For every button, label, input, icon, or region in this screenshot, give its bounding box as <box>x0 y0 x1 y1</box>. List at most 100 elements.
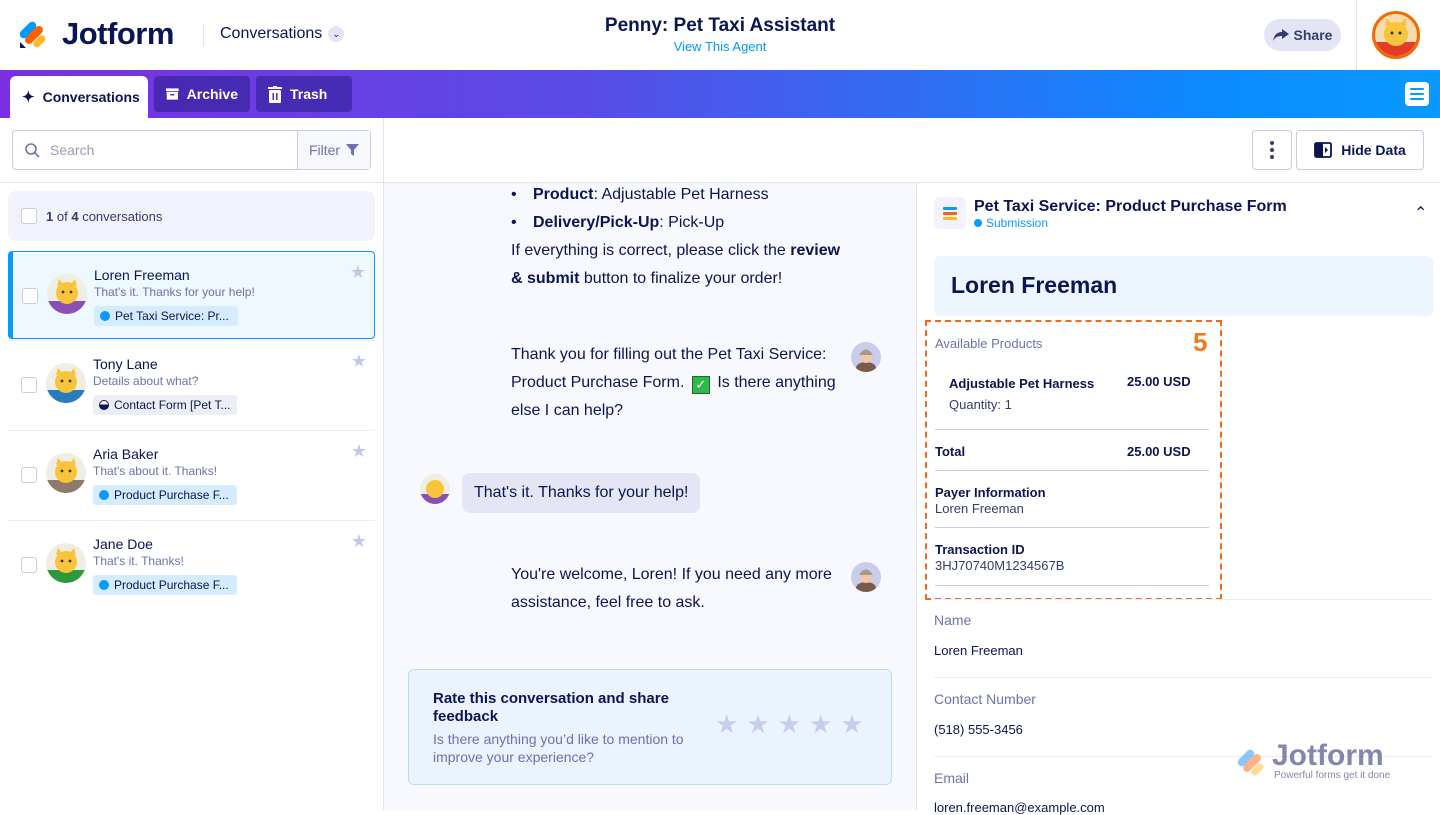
field-value: (518) 555-3456 <box>934 722 1023 737</box>
jotform-logo[interactable]: Jotform <box>18 16 174 52</box>
bot-message-welcome: You're welcome, Loren! If you need any m… <box>511 566 832 611</box>
conversation-checkbox[interactable] <box>21 377 37 393</box>
panel-toggle-icon <box>1314 142 1333 158</box>
rating-star-icon[interactable]: ★ <box>840 709 864 739</box>
divider <box>935 527 1209 528</box>
rating-star-icon[interactable]: ★ <box>777 709 801 739</box>
rating-star-icon[interactable]: ★ <box>715 709 739 739</box>
field-value: loren.freeman@example.com <box>934 800 1105 815</box>
archive-icon <box>166 88 179 100</box>
conversation-checkbox[interactable] <box>21 467 37 483</box>
summary-item: Delivery/Pick-Up: Pick-Up <box>511 209 769 237</box>
total-label: Total <box>935 444 966 459</box>
cat-avatar-icon <box>47 274 87 314</box>
form-tag[interactable]: Product Purchase F... <box>93 485 237 505</box>
user-avatar-small <box>420 474 450 504</box>
cat-avatar-icon <box>46 453 86 493</box>
tab-trash[interactable]: Trash <box>256 76 352 112</box>
status-dot-icon <box>99 400 109 410</box>
hide-data-button[interactable]: Hide Data <box>1296 130 1424 170</box>
watermark-tagline: Powerful forms get it done <box>1274 770 1391 781</box>
search-placeholder: Search <box>50 142 95 158</box>
user-avatar[interactable] <box>1372 11 1420 59</box>
tab-archive[interactable]: Archive <box>154 76 250 112</box>
divider <box>8 430 375 431</box>
section-dropdown[interactable]: Conversations ⌄ <box>220 25 345 43</box>
divider <box>935 470 1209 471</box>
rating-star-icon[interactable]: ★ <box>746 709 770 739</box>
search-icon <box>25 142 40 158</box>
star-icon[interactable]: ★ <box>350 441 367 461</box>
tab-label: Trash <box>290 86 328 102</box>
submission-panel: Pet Taxi Service: Product Purchase Form … <box>916 183 1440 815</box>
divider <box>935 429 1209 430</box>
share-label: Share <box>1293 27 1333 43</box>
conversation-item[interactable]: Aria Baker That's about it. Thanks! Produc… <box>8 431 375 519</box>
more-options-button[interactable] <box>1252 130 1292 170</box>
cat-avatar-icon <box>46 363 86 403</box>
bot-message-thanks: Thank you for filling out the Pet Taxi S… <box>511 346 836 419</box>
last-message: That's about it. Thanks! <box>93 464 218 478</box>
contact-name: Jane Doe <box>93 536 153 552</box>
hide-data-label: Hide Data <box>1341 142 1406 158</box>
field-value: Loren Freeman <box>934 643 1023 658</box>
bot-message-confirm: If everything is correct, please click t… <box>511 242 841 287</box>
tab-bar: ✦ Conversations Archive Trash <box>0 70 1440 118</box>
tab-label: Conversations <box>42 89 140 105</box>
conversation-item[interactable]: Tony Lane Details about what? Contact Form… <box>8 341 375 429</box>
field-label: Contact Number <box>934 691 1036 707</box>
submitter-name: Loren Freeman <box>934 256 1433 316</box>
submission-status: Submission <box>974 216 1048 230</box>
conversation-item[interactable]: Jane Doe That's it. Thanks! Product Purcha… <box>8 521 375 609</box>
rating-subtitle: Is there anything you’d like to mention … <box>433 731 684 765</box>
cat-avatar-icon <box>1375 18 1417 56</box>
divider <box>934 599 1433 600</box>
tab-conversations[interactable]: ✦ Conversations <box>10 76 148 118</box>
last-message: Details about what? <box>93 374 199 388</box>
contact-name: Aria Baker <box>93 446 159 462</box>
jotform-watermark: Jotform Powerful forms get it done <box>1236 741 1391 781</box>
check-mark-icon: ✓ <box>691 376 710 394</box>
rating-title: Rate this conversation and share feedbac… <box>433 690 669 725</box>
view-agent-link[interactable]: View This Agent <box>673 39 767 54</box>
logo-text: Jotform <box>62 16 174 51</box>
rating-star-icon[interactable]: ★ <box>808 709 833 739</box>
star-icon[interactable]: ★ <box>350 531 367 551</box>
total-value: 25.00 USD <box>1127 444 1191 459</box>
product-quantity: Quantity: 1 <box>949 397 1012 412</box>
contact-name: Loren Freeman <box>94 267 190 283</box>
list-menu-icon[interactable] <box>1405 82 1429 106</box>
form-tag[interactable]: Pet Taxi Service: Pr... <box>94 306 238 326</box>
header-divider-right <box>1356 0 1357 70</box>
product-price: 25.00 USD <box>1127 374 1191 389</box>
conversation-item[interactable]: Loren Freeman That's it. Thanks for your … <box>8 251 375 339</box>
cat-avatar-icon <box>46 543 86 583</box>
products-label: Available Products <box>935 336 1043 351</box>
divider <box>0 182 384 183</box>
conversation-checkbox[interactable] <box>21 557 37 573</box>
sparkles-icon: ✦ <box>22 89 35 106</box>
status-dot-icon <box>99 490 109 500</box>
share-button[interactable]: Share <box>1264 19 1341 51</box>
search-input[interactable]: Search <box>13 131 297 169</box>
status-dot-icon <box>100 311 110 321</box>
form-tag[interactable]: Product Purchase F... <box>93 575 237 595</box>
status-dot-icon <box>99 580 109 590</box>
select-all-checkbox[interactable] <box>21 208 37 224</box>
summary-item: Product: Adjustable Pet Harness <box>511 181 769 209</box>
form-tag[interactable]: Contact Form [Pet T... <box>93 395 237 415</box>
tab-label: Archive <box>186 86 238 102</box>
conversation-checkbox[interactable] <box>22 288 38 304</box>
agent-avatar <box>851 562 881 592</box>
star-icon[interactable]: ★ <box>350 351 367 371</box>
divider <box>8 340 375 341</box>
filter-button[interactable]: Filter <box>297 131 370 169</box>
transaction-id-value: 3HJ70740M1234567B <box>935 558 1065 573</box>
star-icon[interactable]: ★ <box>349 262 366 282</box>
chevron-up-icon[interactable]: ⌃ <box>1414 205 1428 222</box>
payer-value: Loren Freeman <box>935 501 1024 516</box>
form-title: Pet Taxi Service: Product Purchase Form <box>974 198 1287 215</box>
order-summary-list: Product: Adjustable Pet Harness Delivery… <box>511 181 769 237</box>
search-box: Search Filter <box>12 130 371 170</box>
conversation-toolbar <box>384 118 1440 183</box>
